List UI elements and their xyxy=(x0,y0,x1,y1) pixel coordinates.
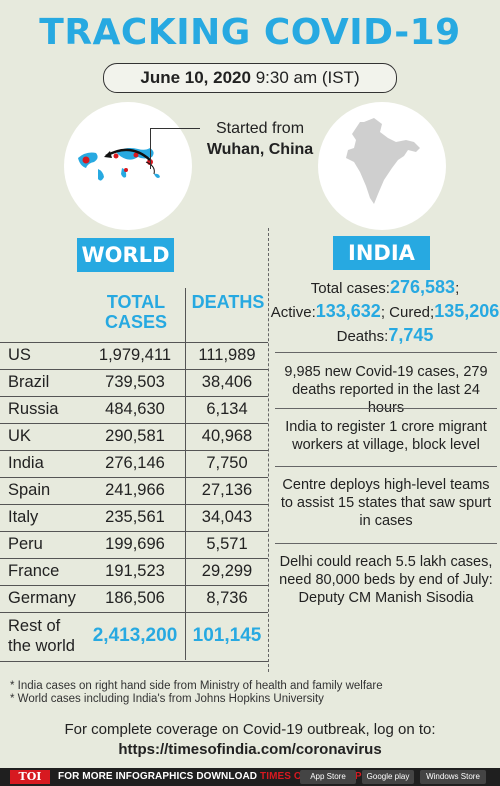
india-active-value: 133,632 xyxy=(315,301,381,321)
google-play-button[interactable]: Google play xyxy=(362,770,414,784)
pointer-line-2 xyxy=(150,128,187,169)
deaths-cell: 6,134 xyxy=(206,400,248,418)
deaths-cell: 27,136 xyxy=(201,481,253,499)
header-deaths: DEATHS xyxy=(191,292,265,312)
country-cell: Peru xyxy=(8,535,43,553)
india-cured-value: 135,206 xyxy=(434,301,500,321)
rest-label-1: Rest of xyxy=(8,617,61,635)
coverage-link[interactable]: https://timesofindia.com/coronavirus xyxy=(118,741,382,758)
rest-total: 2,413,200 xyxy=(92,625,178,646)
country-cell: Germany xyxy=(8,589,76,607)
india-total-suffix: ; xyxy=(455,280,460,297)
news-item: 9,985 new Covid-19 cases, 279 deaths rep… xyxy=(284,364,488,416)
news-item: India to register 1 crore migrant worker… xyxy=(285,419,487,453)
app-store-label: App Store xyxy=(310,772,346,781)
footnote: * World cases including India's from Joh… xyxy=(10,693,324,705)
india-cured-label: ; Cured; xyxy=(380,304,435,321)
table-row: Peru 199,696 5,571 xyxy=(0,531,268,559)
origin-label: Started from Wuhan, China xyxy=(195,118,325,160)
table-row: US 1,979,411 111,989 xyxy=(0,342,268,370)
page-title: TRACKING COVID-19 xyxy=(39,12,461,53)
table-row: Brazil 739,503 38,406 xyxy=(0,369,268,397)
country-cell: Spain xyxy=(8,481,51,499)
news-item: Delhi could reach 5.5 lakh cases, need 8… xyxy=(279,554,493,606)
total-cell: 1,979,411 xyxy=(98,346,172,364)
time-text: 9:30 am (IST) xyxy=(255,68,360,87)
origin-line1: Started from xyxy=(215,120,305,137)
header-total-cases: TOTAL CASES xyxy=(104,292,167,332)
bottom-bar: TOI FOR MORE INFOGRAPHICS DOWNLOAD TIMES… xyxy=(0,768,500,786)
table-row: France 191,523 29,299 xyxy=(0,558,268,586)
deaths-cell: 7,750 xyxy=(206,454,248,472)
deaths-cell: 38,406 xyxy=(201,373,253,391)
india-badge: INDIA xyxy=(333,236,430,270)
country-cell: Russia xyxy=(8,400,59,418)
coverage-text: For complete coverage on Covid-19 outbre… xyxy=(64,721,436,738)
app-store-button[interactable]: App Store xyxy=(300,770,356,784)
deaths-cell: 5,571 xyxy=(206,535,248,553)
date-pill: June 10, 2020 9:30 am (IST) xyxy=(103,63,397,93)
deaths-cell: 34,043 xyxy=(201,508,253,526)
deaths-cell: 29,299 xyxy=(201,562,253,580)
deaths-cell: 40,968 xyxy=(201,427,253,445)
origin-line2: Wuhan, China xyxy=(206,141,314,158)
column-divider xyxy=(185,288,186,660)
india-active-label: Active: xyxy=(270,304,316,321)
world-map xyxy=(64,102,192,230)
country-cell: US xyxy=(8,346,31,364)
india-active-line: Active:133,632; Cured;135,206 xyxy=(270,300,500,324)
news-divider xyxy=(275,408,497,409)
google-play-label: Google play xyxy=(366,772,410,781)
footnotes: * India cases on right hand side from Mi… xyxy=(10,680,490,706)
table-row: Germany 186,506 8,736 xyxy=(0,585,268,613)
coverage-note: For complete coverage on Covid-19 outbre… xyxy=(0,720,500,760)
pointer-line xyxy=(186,128,200,129)
windows-store-label: Windows Store xyxy=(426,772,480,781)
total-cell: 199,696 xyxy=(105,535,165,553)
promo-text: FOR MORE INFOGRAPHICS DOWNLOAD xyxy=(58,771,258,782)
total-cell: 186,506 xyxy=(105,589,165,607)
total-cell: 484,630 xyxy=(105,400,165,418)
windows-store-button[interactable]: Windows Store xyxy=(420,770,486,784)
news-item: Centre deploys high-level teams to assis… xyxy=(280,477,492,529)
date-text: June 10, 2020 xyxy=(140,68,251,87)
rest-of-world-row: Rest of the world 2,413,200 101,145 xyxy=(0,612,268,662)
table-row: UK 290,581 40,968 xyxy=(0,423,268,451)
india-total-label: Total cases: xyxy=(310,280,390,297)
table-row: India 276,146 7,750 xyxy=(0,450,268,478)
deaths-cell: 8,736 xyxy=(206,589,248,607)
toi-logo: TOI xyxy=(10,770,50,784)
country-cell: France xyxy=(8,562,60,580)
country-cell: UK xyxy=(8,427,31,445)
total-cell: 241,966 xyxy=(105,481,165,499)
country-cell: Italy xyxy=(8,508,39,526)
total-cell: 276,146 xyxy=(105,454,165,472)
country-cell: India xyxy=(8,454,44,472)
news-divider xyxy=(275,466,497,467)
india-deaths-label: Deaths: xyxy=(336,328,389,345)
india-stats: Total cases:276,583; Active:133,632; Cur… xyxy=(270,276,500,348)
india-deaths-line: Deaths:7,745 xyxy=(270,324,500,348)
total-cell: 191,523 xyxy=(105,562,165,580)
india-total-value: 276,583 xyxy=(389,277,456,297)
rest-label-2: the world xyxy=(8,637,75,655)
india-map xyxy=(318,102,446,230)
table-row: Spain 241,966 27,136 xyxy=(0,477,268,505)
section-divider xyxy=(268,228,269,672)
india-deaths-value: 7,745 xyxy=(388,325,434,345)
news-divider xyxy=(275,352,497,353)
total-cell: 290,581 xyxy=(105,427,165,445)
country-cell: Brazil xyxy=(8,373,50,391)
deaths-cell: 111,989 xyxy=(198,346,256,364)
table-row: Russia 484,630 6,134 xyxy=(0,396,268,424)
news-divider xyxy=(275,543,497,544)
rest-deaths: 101,145 xyxy=(192,625,262,646)
total-cell: 739,503 xyxy=(105,373,165,391)
rest-label: Rest of the world xyxy=(8,616,75,656)
total-cell: 235,561 xyxy=(105,508,165,526)
footnote: * India cases on right hand side from Mi… xyxy=(10,680,383,692)
india-total-line: Total cases:276,583; xyxy=(270,276,500,300)
table-row: Italy 235,561 34,043 xyxy=(0,504,268,532)
world-badge: WORLD xyxy=(77,238,174,272)
